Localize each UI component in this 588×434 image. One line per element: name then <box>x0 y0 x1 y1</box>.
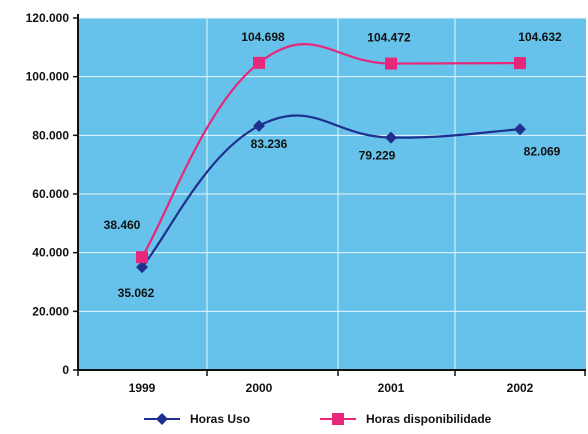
data-point-marker <box>253 119 265 132</box>
data-point-marker <box>136 251 148 264</box>
y-axis-ticks: 0 20.000 40.000 60.000 80.000 100.000 120.000 <box>26 11 70 377</box>
series-line <box>141 114 521 268</box>
data-label: 82.069 <box>524 144 561 158</box>
y-tick-label: 0 <box>62 363 69 377</box>
y-tick-label: 120.000 <box>26 11 70 25</box>
x-tick-label: 2000 <box>246 381 273 395</box>
y-tick-label: 100.000 <box>26 70 70 84</box>
x-axis-ticks: 1999 2000 2001 2002 <box>129 381 534 395</box>
axes <box>73 14 586 376</box>
legend-swatch-marker <box>156 413 168 425</box>
series-layer <box>136 43 526 274</box>
data-point-marker <box>385 131 397 144</box>
data-label: 104.698 <box>241 30 285 44</box>
data-label: 79.229 <box>359 149 396 163</box>
series-line <box>141 43 521 258</box>
y-tick-label: 40.000 <box>32 246 69 260</box>
y-tick-label: 60.000 <box>32 187 69 201</box>
y-tick-label: 80.000 <box>32 128 69 142</box>
data-point-marker <box>514 57 526 70</box>
data-label: 38.460 <box>104 218 141 232</box>
data-label: 104.632 <box>518 30 562 44</box>
data-point-marker <box>385 57 397 70</box>
legend-item: Horas Uso <box>144 412 250 426</box>
data-point-marker <box>253 56 265 69</box>
data-labels: 35.062 83.236 79.229 82.069 38.460 104.698 104… <box>104 30 562 300</box>
x-tick-label: 2002 <box>507 381 534 395</box>
x-tick-label: 2001 <box>378 381 405 395</box>
legend-label: Horas Uso <box>190 412 250 426</box>
y-tick-label: 20.000 <box>32 304 69 318</box>
legend: Horas Uso Horas disponibilidade <box>144 412 492 426</box>
data-point-marker <box>514 123 526 136</box>
legend-swatch-marker <box>332 413 344 425</box>
data-label: 83.236 <box>251 137 288 151</box>
grid-lines <box>78 17 586 370</box>
data-label: 35.062 <box>118 286 155 300</box>
data-point-marker <box>136 261 148 274</box>
legend-label: Horas disponibilidade <box>366 412 492 426</box>
data-label: 104.472 <box>367 31 411 45</box>
x-tick-label: 1999 <box>129 381 156 395</box>
legend-item: Horas disponibilidade <box>320 412 492 426</box>
